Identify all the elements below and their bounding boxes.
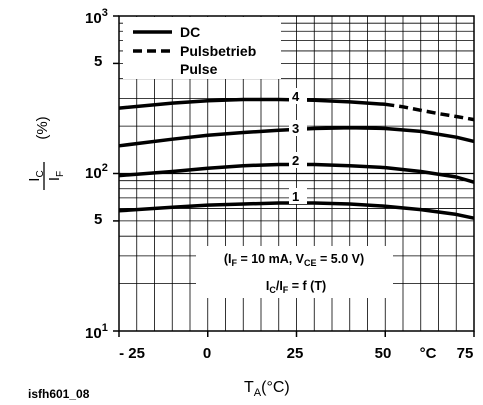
legend-pulsbetrieb-label: Pulsbetrieb bbox=[180, 43, 256, 59]
series-line-1 bbox=[118, 201, 475, 220]
x-tick-0: 0 bbox=[203, 345, 211, 362]
x-tick-50: 50 bbox=[375, 345, 392, 362]
x-axis-label: TA(°C) bbox=[244, 379, 290, 399]
x-unit-label: °C bbox=[420, 345, 437, 362]
curve-label-2: 2 bbox=[292, 153, 299, 168]
y-tick-labels: 103 5 102 5 101 bbox=[85, 7, 108, 342]
x-tick-labels: - 25 0 25 50 °C 75 bbox=[119, 345, 473, 362]
legend: DC Pulsbetrieb Pulse bbox=[123, 17, 281, 79]
x-tick-25: 25 bbox=[287, 345, 304, 362]
svg-text:IC: IC bbox=[26, 170, 46, 181]
x-tick-75: 75 bbox=[457, 345, 474, 362]
legend-box bbox=[123, 17, 281, 79]
series-line-4-pulse bbox=[385, 102, 475, 122]
x-tick-minus25: - 25 bbox=[119, 345, 145, 362]
svg-text:(%): (%) bbox=[34, 116, 51, 139]
legend-dc-label: DC bbox=[180, 24, 200, 40]
figure-id: isfh601_08 bbox=[28, 387, 90, 401]
svg-text:IF: IF bbox=[46, 171, 66, 181]
conditions-annotation: (IF = 10 mA, VCE = 5.0 V) IC/IF = f (T) bbox=[196, 246, 393, 298]
annotation-line-2: IC/IF = f (T) bbox=[266, 279, 326, 295]
curve-label-3: 3 bbox=[292, 121, 299, 136]
series-line-3 bbox=[118, 126, 475, 148]
curves bbox=[118, 97, 475, 220]
series-line-4 bbox=[118, 97, 386, 110]
curve-labels: 4 3 2 1 bbox=[289, 88, 307, 204]
legend-pulse-label: Pulse bbox=[180, 61, 218, 77]
curve-label-4: 4 bbox=[292, 89, 300, 104]
y-tick-10: 101 bbox=[85, 322, 108, 342]
y-tick-50: 5 bbox=[94, 211, 102, 228]
y-axis-label: IC IF (%) bbox=[26, 116, 66, 190]
axis-ticks bbox=[113, 15, 475, 337]
curve-label-1: 1 bbox=[292, 189, 299, 204]
annotation-line-1: (IF = 10 mA, VCE = 5.0 V) bbox=[224, 252, 364, 268]
series-line-2 bbox=[118, 162, 475, 184]
y-tick-1000: 103 bbox=[85, 7, 108, 27]
y-tick-500: 5 bbox=[94, 53, 102, 70]
y-tick-100: 102 bbox=[85, 162, 108, 182]
